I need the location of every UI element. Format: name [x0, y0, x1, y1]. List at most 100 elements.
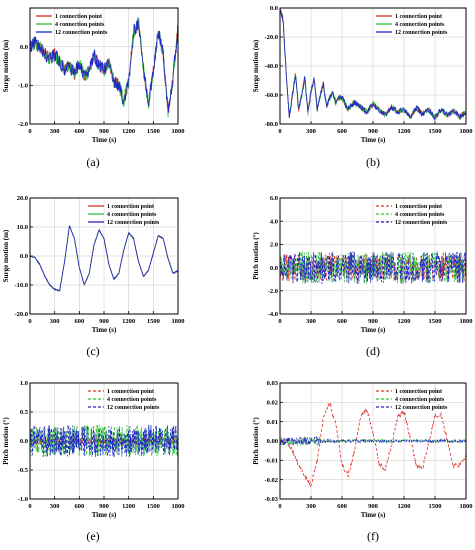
y-axis-title: Pitch motion (°) — [252, 417, 260, 465]
panel-caption: (f) — [367, 529, 379, 543]
chart-panel-c: 0 300 600 900 1200 1500 1800 -20.0 -10.0 0.0 10.0 2… — [2, 195, 185, 358]
x-tick-label: 600 — [74, 503, 84, 510]
x-tick-label: 1800 — [172, 318, 185, 325]
y-tick-label: 4.0 — [270, 218, 278, 225]
series-line-blue — [279, 10, 467, 122]
legend-label: 4 connection points — [395, 212, 445, 218]
legend-label: 1 connection point — [107, 389, 154, 395]
legend-label: 12 connection points — [107, 405, 160, 411]
y-tick-label: -0.5 — [18, 467, 29, 474]
legend-label: 4 connection points — [55, 22, 105, 28]
y-tick-label: 0.0 — [20, 438, 28, 445]
x-tick-label: 900 — [368, 318, 378, 325]
x-tick-label: 900 — [99, 128, 109, 135]
x-axis-title: Time (s) — [92, 511, 117, 519]
x-tick-label: 1200 — [122, 318, 135, 325]
y-axis-title: Surge motion (m) — [252, 39, 260, 92]
y-axis-title: Surge motion (m) — [2, 229, 10, 282]
series-line-blue — [279, 251, 467, 284]
y-tick-label: 0.0 — [20, 44, 28, 51]
legend-label: 1 connection point — [395, 14, 442, 20]
x-tick-label: 600 — [337, 503, 347, 510]
x-tick-label: 600 — [74, 318, 84, 325]
x-axis-title: Time (s) — [361, 136, 386, 144]
series-line-blue — [29, 424, 179, 458]
x-tick-label: 1800 — [460, 318, 473, 325]
legend-label: 12 connection points — [395, 405, 448, 411]
y-tick-label: 0.0 — [270, 5, 278, 12]
y-tick-label: 0.5 — [20, 409, 29, 416]
x-tick-label: 0 — [278, 318, 281, 325]
series-line-blue — [29, 224, 179, 292]
x-tick-label: 1200 — [122, 503, 135, 510]
x-tick-label: 1200 — [398, 318, 411, 325]
x-tick-label: 600 — [337, 128, 347, 135]
y-tick-label: -10.0 — [14, 282, 28, 289]
x-tick-label: 0 — [28, 128, 31, 135]
y-tick-label: -60.0 — [264, 92, 278, 99]
x-tick-label: 900 — [99, 503, 109, 510]
x-tick-label: 300 — [306, 128, 316, 135]
plot-frame — [279, 7, 467, 125]
y-tick-label: 0.02 — [267, 400, 278, 407]
x-tick-label: 1800 — [172, 503, 185, 510]
y-tick-label: -2.0 — [268, 288, 278, 295]
x-tick-label: 300 — [50, 318, 60, 325]
y-tick-label: -0.02 — [264, 477, 278, 484]
y-tick-label: 0.0 — [20, 253, 28, 260]
chart-panel-d: 0 300 600 900 1200 1500 1800 -4.0 -2.0 0.0 2.0 4.0 6… — [252, 195, 473, 358]
chart-panel-f: 0 300 600 900 1200 1500 1800 -0.03 -0.02 -0.01 0.0… — [252, 380, 473, 543]
x-tick-label: 1500 — [429, 318, 442, 325]
x-tick-label: 900 — [368, 503, 378, 510]
y-tick-label: 1.0 — [20, 380, 28, 387]
y-tick-label: 0.01 — [267, 419, 278, 426]
series-line-blue — [29, 17, 179, 113]
y-tick-label: 0.0 — [270, 265, 278, 272]
x-tick-label: 300 — [50, 128, 60, 135]
y-tick-label: 20.0 — [17, 195, 28, 202]
x-axis-title: Time (s) — [361, 511, 386, 519]
y-tick-label: -1.0 — [18, 496, 28, 503]
y-tick-label: -0.01 — [264, 458, 278, 465]
x-tick-label: 0 — [278, 128, 281, 135]
x-tick-label: 1200 — [398, 503, 411, 510]
x-tick-label: 600 — [74, 128, 84, 135]
legend-label: 1 connection point — [107, 204, 154, 210]
x-tick-label: 300 — [306, 318, 316, 325]
series-line-red — [279, 402, 467, 488]
plot-frame — [29, 7, 179, 125]
legend-label: 4 connection points — [107, 397, 157, 403]
x-axis-title: Time (s) — [361, 326, 386, 334]
x-tick-label: 0 — [28, 503, 31, 510]
x-tick-label: 0 — [28, 318, 31, 325]
legend-label: 4 connection points — [395, 22, 445, 28]
x-tick-label: 1800 — [172, 128, 185, 135]
panel-caption: (b) — [366, 155, 380, 169]
y-tick-label: -1.0 — [18, 83, 28, 90]
legend-label: 1 connection point — [395, 389, 442, 395]
x-tick-label: 1500 — [147, 128, 160, 135]
y-axis-title: Surge motion (m) — [2, 39, 10, 92]
x-tick-label: 1500 — [429, 128, 442, 135]
x-tick-label: 300 — [50, 503, 60, 510]
panel-caption: (a) — [86, 155, 99, 169]
plot-frame — [29, 197, 179, 315]
plot-frame — [279, 382, 467, 500]
x-tick-label: 1500 — [147, 503, 160, 510]
y-tick-label: -0.03 — [264, 496, 278, 503]
y-tick-label: 6.0 — [270, 195, 278, 202]
panel-caption: (d) — [366, 344, 380, 358]
chart-panel-a: 0 300 600 900 1200 1500 1800 -2.0 -1.0 0.0 1 conne… — [2, 7, 185, 169]
legend-label: 1 connection point — [395, 204, 442, 210]
y-tick-label: 10.0 — [17, 224, 28, 231]
legend-label: 12 connection points — [55, 30, 108, 36]
legend-label: 12 connection points — [395, 30, 448, 36]
y-tick-label: -20.0 — [264, 34, 278, 41]
plot-frame — [279, 197, 467, 315]
x-tick-label: 600 — [337, 318, 347, 325]
y-tick-label: -40.0 — [264, 63, 278, 70]
y-axis-title: Pitch motion (°) — [2, 417, 10, 465]
legend-label: 4 connection points — [107, 212, 157, 218]
x-tick-label: 300 — [306, 503, 316, 510]
